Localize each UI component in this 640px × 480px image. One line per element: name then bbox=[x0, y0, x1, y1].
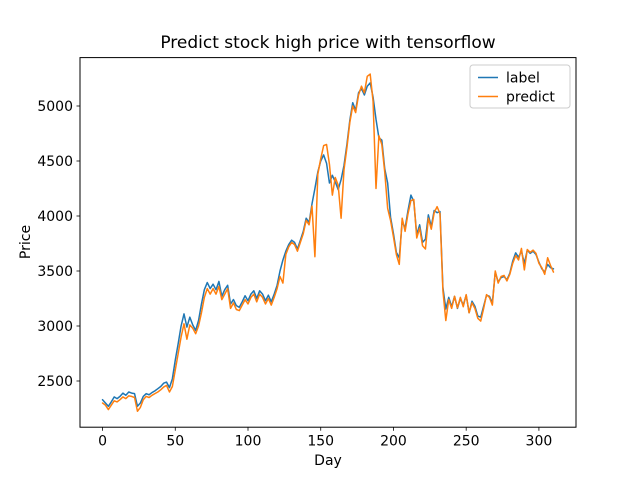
y-tick-label: 5000 bbox=[37, 99, 73, 115]
x-tick-label: 50 bbox=[166, 434, 184, 450]
plot-area bbox=[79, 57, 577, 428]
x-tick-label: 0 bbox=[98, 434, 107, 450]
x-tick-label: 100 bbox=[235, 434, 262, 450]
legend-item-predict: predict bbox=[506, 90, 555, 106]
y-tick-label: 3500 bbox=[37, 264, 73, 280]
series-line-predict bbox=[101, 73, 555, 412]
series-lines-layer bbox=[101, 73, 555, 412]
y-tick-label: 3000 bbox=[37, 319, 73, 335]
x-tick-label: 150 bbox=[307, 434, 334, 450]
ticks-layer: 0 50 100 150 200 250 300 2500 3000 3500 4000 4500 50… bbox=[37, 99, 552, 450]
legend: label predict bbox=[469, 64, 571, 109]
legend-item-label: label bbox=[506, 71, 540, 87]
y-tick-label: 4500 bbox=[37, 154, 73, 170]
series-line-label bbox=[101, 82, 555, 408]
y-axis-label: Price bbox=[18, 225, 34, 259]
chart-title: Predict stock high price with tensorflow bbox=[160, 33, 495, 53]
x-tick-label: 200 bbox=[380, 434, 407, 450]
y-tick-label: 2500 bbox=[37, 374, 73, 390]
x-axis-label: Day bbox=[314, 453, 342, 469]
x-tick-label: 300 bbox=[526, 434, 553, 450]
x-tick-label: 250 bbox=[453, 434, 480, 450]
y-tick-label: 4000 bbox=[37, 209, 73, 225]
